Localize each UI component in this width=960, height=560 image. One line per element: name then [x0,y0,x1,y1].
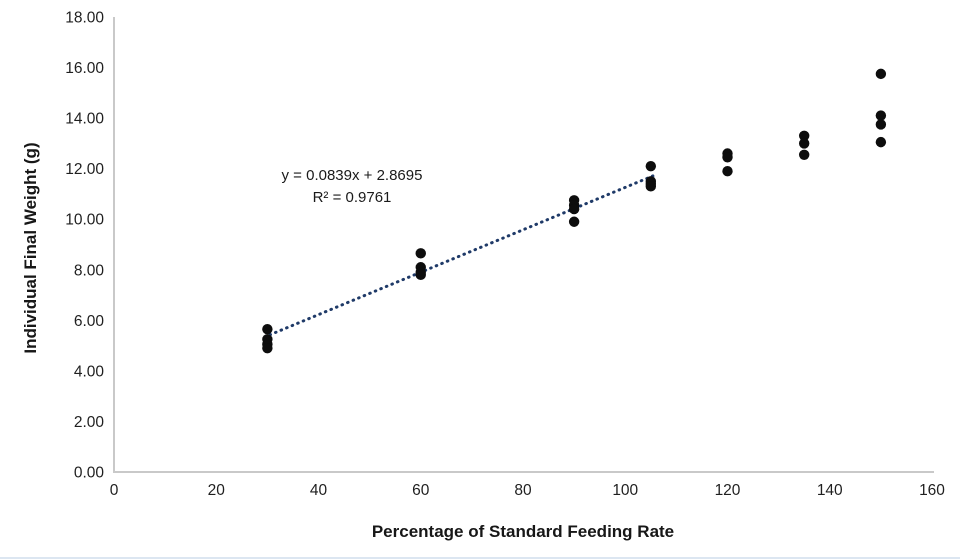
y-tick-label: 6.00 [74,313,105,330]
y-tick-label: 8.00 [74,262,105,279]
x-axis-title: Percentage of Standard Feeding Rate [371,522,675,541]
data-point [722,152,733,163]
x-tick-label: 140 [817,482,843,499]
data-point [798,138,810,149]
y-tick-label: 12.00 [65,161,104,178]
trendline-equation-line: y = 0.0839x + 2.8695 [281,167,423,184]
x-tick-label: 40 [310,482,328,499]
data-point [722,165,733,177]
x-tick-label: 0 [110,482,119,499]
data-point [645,160,657,172]
x-tick-label: 100 [612,482,638,499]
y-tick-label: 14.00 [65,111,104,128]
y-axis-title: Individual Final Weight (g) [21,142,40,354]
y-tick-label: 10.00 [65,212,104,229]
data-point [568,203,580,215]
y-tick-label: 4.00 [74,363,105,380]
trendline-equation: y = 0.0839x + 2.8695 R² = 0.9761 [252,165,452,209]
data-point [262,342,273,354]
x-tick-label: 120 [715,482,741,499]
data-point [875,119,887,130]
data-point [875,68,887,80]
x-tick-label: 20 [208,482,226,499]
x-tick-label: 80 [514,482,532,499]
x-tick-label: 160 [919,482,945,499]
data-point [415,248,426,259]
x-tick-label: 60 [412,482,430,499]
data-point [875,110,887,121]
data-point [875,136,887,148]
trendline-r-squared: R² = 0.9761 [312,189,392,206]
data-point [798,130,810,142]
data-point [262,323,273,335]
y-tick-label: 18.00 [65,10,104,27]
data-point [798,149,810,160]
bottom-edge-artifact [0,557,960,559]
data-point [568,216,580,227]
y-tick-label: 0.00 [74,465,105,482]
y-tick-label: 2.00 [74,414,105,431]
data-point [415,269,426,281]
y-tick-label: 16.00 [65,60,104,77]
data-point [645,181,657,192]
